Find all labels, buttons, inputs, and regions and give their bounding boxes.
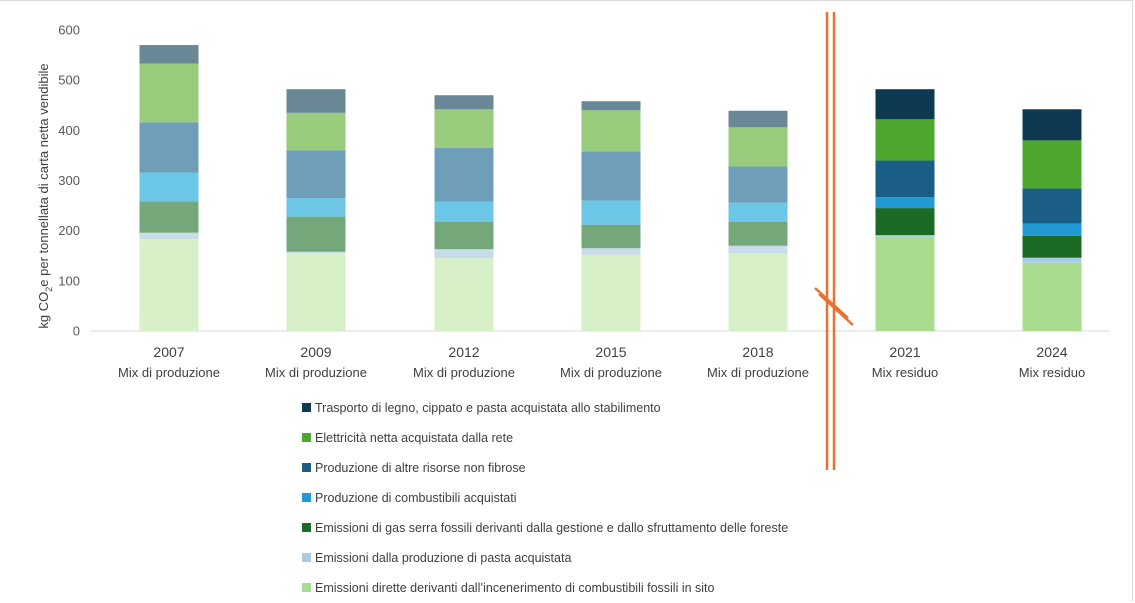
bar-segment (1022, 109, 1082, 141)
x-category-label: Mix di produzione (265, 365, 367, 380)
y-axis-label-subscript: 2 (44, 287, 54, 292)
bar-segment (434, 95, 494, 110)
bar-segment (728, 245, 788, 254)
bar-segment (1022, 262, 1082, 331)
y-axis-label-part-2: e per tonnellata di carta netta vendibil… (36, 63, 51, 286)
bar-segment (1022, 188, 1082, 224)
bar-segment (875, 208, 935, 236)
legend-swatch (302, 433, 311, 442)
legend-swatch (302, 463, 311, 472)
bar-segment (581, 224, 641, 249)
bar-segment (286, 89, 346, 113)
bar-segment (286, 150, 346, 199)
x-category-year: 2021 (889, 344, 920, 360)
bar-segment (434, 201, 494, 222)
bar-segment (286, 112, 346, 151)
legend-entry: Emissioni dirette derivanti dall’incener… (315, 581, 715, 595)
legend-swatch (302, 553, 311, 562)
y-tick-label: 500 (58, 73, 80, 88)
bars (139, 45, 1082, 331)
bar-segment (581, 151, 641, 201)
bar-segment (1022, 235, 1082, 258)
bar-segment (1022, 257, 1082, 263)
x-category-label: Mix residuo (872, 365, 938, 380)
x-category-label: Mix di produzione (560, 365, 662, 380)
x-category-year: 2012 (448, 344, 479, 360)
legend-entry: Emissioni dalla produzione di pasta acqu… (315, 551, 571, 565)
bar-segment (139, 201, 199, 233)
bar-segment (139, 239, 199, 331)
legend-entry: Produzione di altre risorse non fibrose (315, 461, 526, 475)
bar-segment (286, 198, 346, 217)
legend-swatch (302, 493, 311, 502)
bar-segment (581, 110, 641, 152)
bar-segment (875, 235, 935, 237)
legend-swatch (302, 583, 311, 592)
legend: Trasporto di legno, cippato e pasta acqu… (302, 401, 788, 595)
legend-entry: Trasporto di legno, cippato e pasta acqu… (315, 401, 661, 415)
bar-segment (1022, 223, 1082, 236)
bar-segment (728, 127, 788, 167)
x-category-label: Mix di produzione (413, 365, 515, 380)
bar-segment (139, 122, 199, 173)
bar-segment (875, 160, 935, 198)
bar-segment (286, 251, 346, 254)
legend-entry: Elettricità netta acquistata dalla rete (315, 431, 513, 445)
bar-segment (139, 63, 199, 123)
y-axis-label-part-1: kg CO (36, 292, 51, 329)
bar-segment (728, 166, 788, 203)
bar-segment (728, 221, 788, 246)
bar-segment (581, 101, 641, 111)
bar-segment (139, 45, 199, 64)
y-tick-label: 200 (58, 223, 80, 238)
bar-segment (875, 197, 935, 209)
bar-segment (139, 232, 199, 240)
bar-segment (875, 119, 935, 161)
x-axis-labels: 2007 Mix di produzione 2009 Mix di produzio… (118, 344, 1085, 380)
bar-segment (434, 249, 494, 259)
bar-segment (286, 253, 346, 331)
x-category-year: 2024 (1036, 344, 1067, 360)
y-tick-label: 300 (58, 173, 80, 188)
bar-segment (1022, 140, 1082, 189)
bar-segment (875, 89, 935, 120)
bar-segment (434, 221, 494, 250)
x-category-year: 2009 (300, 344, 331, 360)
y-tick-label: 400 (58, 123, 80, 138)
legend-swatch (302, 523, 311, 532)
y-tick-label: 600 (58, 23, 80, 38)
bar-segment (875, 236, 935, 331)
y-axis-label: kg CO2e per tonnellata di carta netta ve… (36, 63, 54, 328)
legend-entry: Produzione di combustibili acquistati (315, 491, 517, 505)
legend-entry: Emissioni di gas serra fossili derivanti… (315, 521, 788, 535)
x-category-label: Mix di produzione (118, 365, 220, 380)
bar-segment (434, 147, 494, 202)
bar-segment (434, 258, 494, 331)
bar-segment (434, 109, 494, 148)
y-tick-label: 100 (58, 273, 80, 288)
bar-segment (581, 200, 641, 225)
x-category-year: 2015 (595, 344, 626, 360)
x-category-year: 2018 (742, 344, 773, 360)
bar-segment (728, 253, 788, 331)
x-category-label: Mix residuo (1019, 365, 1085, 380)
bar-segment (728, 202, 788, 222)
bar-segment (728, 110, 788, 128)
bar-segment (581, 248, 641, 255)
x-category-year: 2007 (153, 344, 184, 360)
bar-segment (581, 254, 641, 331)
bar-segment (139, 172, 199, 202)
y-tick-label: 0 (73, 324, 80, 339)
axis-break-marker (814, 12, 854, 470)
bar-segment (286, 216, 346, 252)
legend-swatch (302, 403, 311, 412)
x-category-label: Mix di produzione (707, 365, 809, 380)
